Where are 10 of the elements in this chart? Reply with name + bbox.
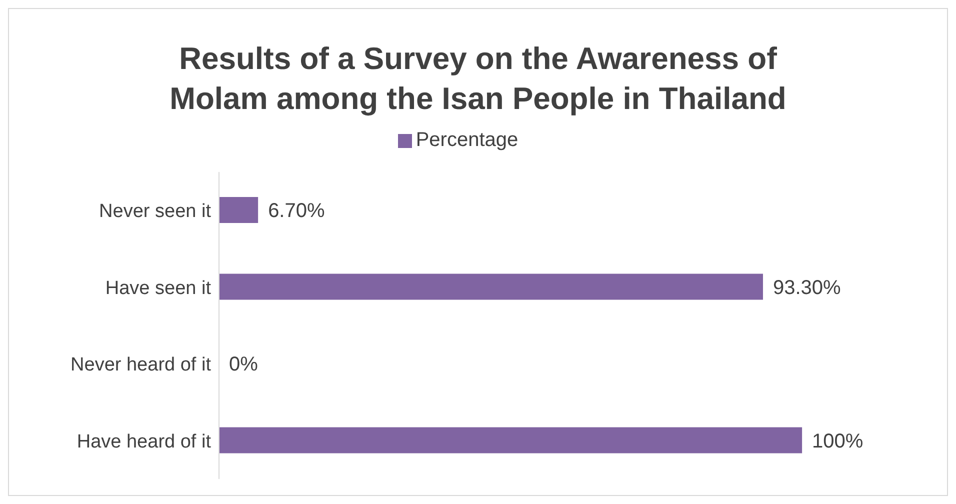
data-label: 6.70% xyxy=(268,200,325,222)
y-tick-label: Have seen it xyxy=(105,278,212,299)
data-label: 0% xyxy=(229,354,258,376)
data-label: 93.30% xyxy=(772,276,842,299)
legend-label: Percentage xyxy=(416,129,518,151)
chart-title: Results of a Survey on the Awareness of Molam among the Isan People in Thailand xyxy=(168,40,788,118)
data-label: 100% xyxy=(812,430,864,452)
y-tick-label: Have heard of it xyxy=(76,431,212,452)
y-tick-label: Never seen it xyxy=(99,201,212,222)
y-tick-label: Never heard of it xyxy=(70,354,212,376)
